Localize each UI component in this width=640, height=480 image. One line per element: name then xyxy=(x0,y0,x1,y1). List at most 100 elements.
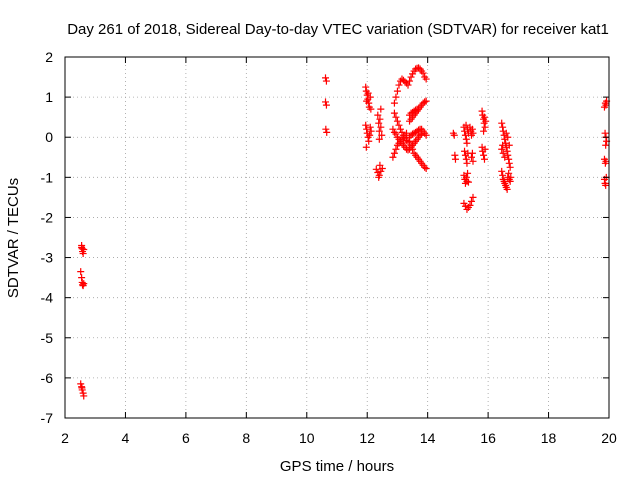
data-point xyxy=(401,78,409,86)
data-point xyxy=(461,202,469,210)
data-point xyxy=(463,139,471,147)
x-tick-label: 4 xyxy=(122,430,130,446)
data-point xyxy=(407,73,415,81)
data-point xyxy=(451,151,459,159)
data-point xyxy=(505,159,513,167)
data-point xyxy=(422,131,430,139)
data-point xyxy=(498,145,506,153)
data-point xyxy=(462,173,470,181)
data-point xyxy=(390,109,398,117)
data-point xyxy=(389,125,397,133)
data-point xyxy=(392,130,400,138)
data-point xyxy=(375,135,383,143)
data-point xyxy=(375,119,383,127)
data-point xyxy=(80,280,88,288)
data-point xyxy=(469,129,477,137)
y-tick-labels: -7 -6 -5 -4 -3 -2 -1 0 1 2 xyxy=(41,49,54,426)
data-point xyxy=(451,155,459,163)
data-point xyxy=(366,131,374,139)
plot-frame xyxy=(64,56,610,419)
y-tick-label: -3 xyxy=(41,250,54,266)
axis-ticks xyxy=(64,56,610,419)
y-tick-label: -4 xyxy=(41,290,54,306)
y-tick-label: 2 xyxy=(45,49,53,65)
x-tick-label: 8 xyxy=(242,430,250,446)
data-point xyxy=(365,137,373,145)
data-point xyxy=(505,141,513,149)
data-point xyxy=(367,105,375,113)
data-point xyxy=(480,151,488,159)
y-tick-label: -2 xyxy=(41,209,54,225)
data-point xyxy=(395,121,403,129)
data-point xyxy=(367,127,375,135)
data-point xyxy=(376,115,384,123)
x-tick-label: 6 xyxy=(182,430,190,446)
y-axis-label: SDTVAR / TECUs xyxy=(5,178,22,298)
data-point xyxy=(322,98,330,106)
x-tick-label: 10 xyxy=(299,430,315,446)
y-tick-label: 1 xyxy=(45,89,53,105)
data-point xyxy=(366,123,374,131)
data-point xyxy=(409,130,417,138)
data-point xyxy=(421,163,429,171)
data-point xyxy=(480,155,488,163)
data-point xyxy=(499,149,507,157)
x-tick-label: 18 xyxy=(541,430,557,446)
data-point xyxy=(463,177,471,185)
data-point xyxy=(419,69,427,77)
data-point xyxy=(602,181,610,189)
data-point xyxy=(481,145,489,153)
x-tick-labels: 2 4 6 8 10 12 14 16 18 20 xyxy=(61,430,617,446)
data-point xyxy=(480,113,488,121)
data-point xyxy=(392,93,400,101)
data-point xyxy=(392,145,400,153)
data-point xyxy=(377,123,385,131)
data-point xyxy=(404,81,412,89)
data-point xyxy=(322,101,330,109)
data-point xyxy=(77,268,85,276)
data-point xyxy=(469,157,477,165)
data-point xyxy=(78,384,86,392)
data-point xyxy=(507,173,515,181)
y-tick-label: -1 xyxy=(41,169,54,185)
data-point xyxy=(409,145,417,153)
data-point xyxy=(406,77,414,85)
data-point xyxy=(482,117,490,125)
data-point xyxy=(501,153,509,161)
x-tick-label: 16 xyxy=(480,430,496,446)
data-point xyxy=(413,105,421,113)
data-point xyxy=(78,274,86,282)
data-point xyxy=(421,98,429,106)
data-point xyxy=(466,201,474,209)
data-point xyxy=(389,153,397,161)
data-point xyxy=(404,138,412,146)
data-point xyxy=(80,392,88,400)
data-point xyxy=(502,129,510,137)
x-axis-label: GPS time / hours xyxy=(280,458,394,475)
data-point xyxy=(416,131,424,139)
data-point xyxy=(390,99,398,107)
data-point xyxy=(469,193,477,201)
data-point xyxy=(407,141,415,149)
data-point xyxy=(80,246,88,254)
data-point xyxy=(415,126,423,134)
data-point xyxy=(463,159,471,167)
data-point xyxy=(422,165,430,173)
data-point xyxy=(602,101,610,109)
data-point xyxy=(322,77,330,85)
grid xyxy=(65,57,609,418)
data-point xyxy=(390,149,398,157)
data-point xyxy=(450,131,458,139)
data-point xyxy=(396,125,404,133)
data-point xyxy=(372,165,380,173)
data-point xyxy=(322,125,330,133)
data-point xyxy=(462,135,470,143)
data-point xyxy=(418,130,426,138)
y-tick-label: -7 xyxy=(41,410,54,426)
x-tick-label: 20 xyxy=(601,430,617,446)
data-point xyxy=(395,81,403,89)
data-point xyxy=(499,123,507,131)
data-point xyxy=(363,125,371,133)
data-point xyxy=(601,129,609,137)
